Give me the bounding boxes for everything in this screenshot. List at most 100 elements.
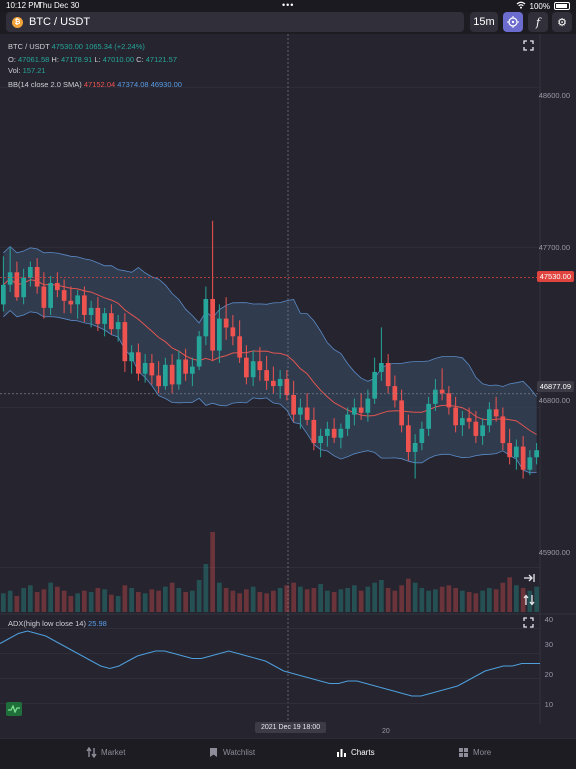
chart-area[interactable]: BTC / USDT 47530.00 1065.34 (+2.24%) O: …: [0, 34, 576, 738]
candle-body: [102, 313, 107, 324]
candle-body: [392, 386, 398, 401]
candle-body: [284, 379, 290, 395]
market-icon: [86, 747, 97, 758]
volume-bar: [48, 582, 53, 612]
clock: 10:12 PM: [6, 1, 41, 10]
volume-bar: [372, 582, 377, 612]
candle-body: [61, 290, 67, 301]
close-value: 47121.57: [145, 55, 178, 64]
nav-market[interactable]: Market: [86, 747, 125, 758]
price-axis-label: 48600.00: [538, 91, 570, 100]
crosshair-button[interactable]: [503, 12, 523, 32]
volume-bar: [264, 593, 269, 612]
adx-axis-label: 30: [544, 640, 553, 649]
volume-value: 157.21: [22, 66, 46, 75]
volume-bar: [527, 590, 533, 612]
candle-body: [34, 267, 40, 287]
volume-bar: [345, 588, 350, 612]
volume-bar: [453, 588, 458, 612]
volume-bar: [95, 588, 101, 612]
candle-body: [129, 352, 134, 362]
volume-bar: [473, 593, 479, 612]
legend-line-ohlc: O: 47061.58 H: 47178.91 L: 47010.00 C: 4…: [8, 55, 177, 64]
candle-body: [520, 446, 526, 470]
candle-body: [480, 425, 485, 436]
price-axis-label: 47700.00: [538, 243, 570, 252]
volume-bar: [203, 564, 209, 612]
interval-button[interactable]: 15m: [470, 12, 498, 32]
candle-body: [507, 443, 512, 458]
candle-body: [325, 428, 330, 436]
volume-bar: [28, 585, 33, 612]
last-price-tag: 47530.00: [536, 271, 574, 282]
volume-bar: [480, 590, 485, 612]
volume-bar: [41, 589, 47, 612]
candle-body: [365, 398, 371, 413]
candle-body: [203, 299, 209, 337]
volume-bar: [55, 586, 60, 612]
candle-body: [372, 371, 377, 399]
price-chart[interactable]: [0, 34, 576, 738]
volume-bar: [318, 584, 323, 612]
gear-icon: ⚙: [557, 16, 567, 29]
candle-body: [534, 450, 539, 458]
volume-bar: [520, 588, 526, 612]
volume-bar: [352, 585, 357, 612]
symbol-label: BTC / USDT: [29, 16, 91, 28]
indicators-button[interactable]: f: [528, 12, 548, 32]
indicator-toggle-button[interactable]: [6, 702, 22, 716]
wifi-icon: [516, 1, 526, 11]
candle-body: [487, 409, 492, 426]
scroll-to-latest-icon[interactable]: [523, 572, 535, 586]
volume-bar: [217, 582, 222, 612]
volume-bar: [230, 590, 236, 612]
legend-change: 1065.34 (+2.24%): [85, 42, 145, 51]
time-axis-tick: 20: [382, 728, 390, 735]
candle-body: [311, 419, 317, 443]
candle-body: [136, 352, 141, 374]
nav-charts[interactable]: Charts: [336, 747, 375, 758]
volume-bar: [163, 586, 168, 612]
volume-bar: [460, 590, 465, 612]
candle-body: [95, 307, 101, 324]
volume-bar: [129, 588, 134, 612]
volume-bar: [142, 593, 148, 612]
settings-button[interactable]: ⚙: [552, 12, 572, 32]
candle-body: [473, 421, 479, 436]
nav-more[interactable]: More: [458, 747, 491, 758]
candle-body: [277, 379, 283, 387]
volume-bar: [7, 590, 13, 612]
candle-body: [514, 446, 519, 458]
volume-bar: [82, 590, 87, 612]
candle-body: [257, 361, 263, 371]
candle-body: [7, 272, 13, 285]
symbol-selector[interactable]: ₿ BTC / USDT: [6, 12, 464, 32]
candle-body: [237, 336, 242, 358]
volume-bar: [487, 588, 492, 612]
swap-panes-icon[interactable]: [523, 594, 535, 609]
multitasking-dots-icon[interactable]: •••: [282, 0, 295, 10]
adx-fullscreen-icon[interactable]: [523, 617, 534, 631]
candle-body: [48, 283, 53, 308]
volume-bar: [21, 588, 26, 612]
volume-bar: [271, 590, 276, 612]
candle-body: [331, 428, 337, 438]
volume-bar: [291, 582, 296, 612]
candle-body: [318, 435, 323, 443]
legend-price: 47530.00: [51, 42, 83, 51]
nav-watchlist[interactable]: Watchlist: [208, 747, 255, 758]
candle-body: [230, 327, 236, 337]
candle-body: [500, 416, 506, 444]
candle-body: [1, 284, 6, 305]
adx-label: ADX(high low close 14): [8, 619, 86, 628]
candle-body: [527, 457, 533, 470]
volume-bar: [190, 590, 195, 612]
bb-label: BB(14 close 2.0 SMA): [8, 80, 82, 89]
price-axis-label: 46800.00: [538, 396, 570, 405]
candle-body: [406, 425, 411, 452]
fullscreen-icon[interactable]: [523, 40, 534, 54]
candle-body: [453, 407, 458, 426]
candle-body: [169, 364, 175, 385]
candle-body: [55, 283, 60, 291]
bollinger-lower-line: [3, 310, 537, 474]
